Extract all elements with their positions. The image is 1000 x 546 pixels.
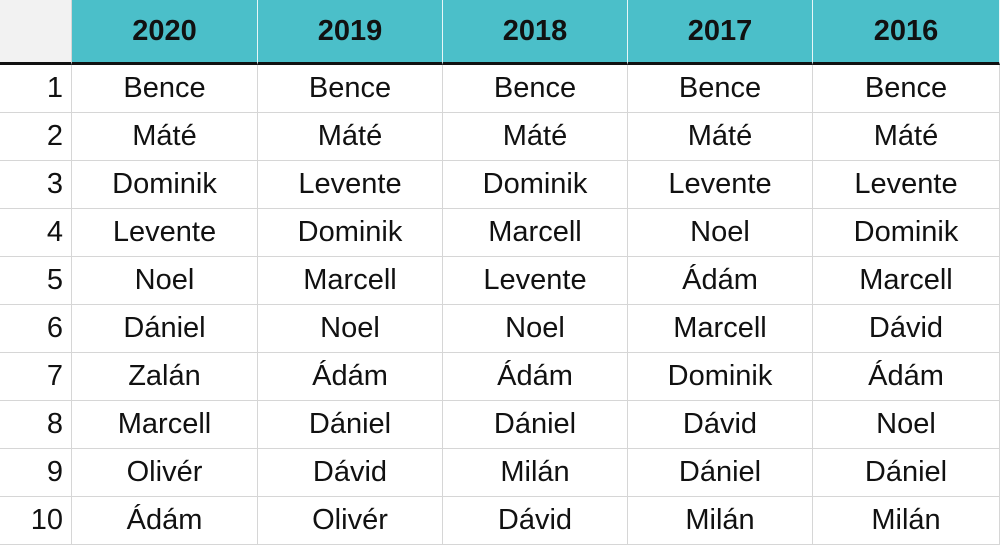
column-header: 2019 (258, 0, 443, 65)
name-cell: Levente (813, 161, 1000, 209)
name-cell: Bence (258, 65, 443, 113)
name-cell: Bence (813, 65, 1000, 113)
row-number: 4 (0, 209, 72, 257)
row-number: 2 (0, 113, 72, 161)
row-number: 7 (0, 353, 72, 401)
name-cell: Levente (258, 161, 443, 209)
name-cell: Dávid (813, 305, 1000, 353)
name-cell: Noel (628, 209, 813, 257)
name-cell: Noel (443, 305, 628, 353)
name-cell: Dávid (628, 401, 813, 449)
name-cell: Ádám (258, 353, 443, 401)
name-cell: Dominik (258, 209, 443, 257)
name-cell: Bence (72, 65, 258, 113)
name-cell: Máté (72, 113, 258, 161)
row-number: 8 (0, 401, 72, 449)
name-cell: Bence (628, 65, 813, 113)
name-cell: Milán (443, 449, 628, 497)
name-cell: Ádám (813, 353, 1000, 401)
name-cell: Milán (813, 497, 1000, 545)
name-cell: Máté (628, 113, 813, 161)
name-cell: Dominik (628, 353, 813, 401)
name-cell: Olivér (258, 497, 443, 545)
name-cell: Dániel (443, 401, 628, 449)
name-cell: Levente (443, 257, 628, 305)
name-cell: Olivér (72, 449, 258, 497)
name-cell: Milán (628, 497, 813, 545)
name-cell: Levente (628, 161, 813, 209)
column-header: 2017 (628, 0, 813, 65)
name-cell: Máté (258, 113, 443, 161)
name-cell: Noel (72, 257, 258, 305)
row-number: 10 (0, 497, 72, 545)
name-cell: Marcell (72, 401, 258, 449)
name-cell: Marcell (628, 305, 813, 353)
name-cell: Dominik (443, 161, 628, 209)
column-header: 2018 (443, 0, 628, 65)
name-cell: Marcell (258, 257, 443, 305)
name-cell: Noel (258, 305, 443, 353)
name-cell: Ádám (443, 353, 628, 401)
name-cell: Levente (72, 209, 258, 257)
name-cell: Zalán (72, 353, 258, 401)
name-cell: Dávid (258, 449, 443, 497)
name-cell: Dániel (628, 449, 813, 497)
corner-cell (0, 0, 72, 65)
name-cell: Dániel (72, 305, 258, 353)
name-cell: Dominik (813, 209, 1000, 257)
column-header: 2016 (813, 0, 1000, 65)
row-number: 3 (0, 161, 72, 209)
name-cell: Bence (443, 65, 628, 113)
name-cell: Marcell (443, 209, 628, 257)
column-header: 2020 (72, 0, 258, 65)
row-number: 1 (0, 65, 72, 113)
name-cell: Dániel (813, 449, 1000, 497)
row-number: 6 (0, 305, 72, 353)
name-cell: Máté (813, 113, 1000, 161)
name-cell: Dániel (258, 401, 443, 449)
row-number: 5 (0, 257, 72, 305)
name-cell: Dávid (443, 497, 628, 545)
name-cell: Marcell (813, 257, 1000, 305)
name-cell: Dominik (72, 161, 258, 209)
name-cell: Ádám (72, 497, 258, 545)
row-number: 9 (0, 449, 72, 497)
name-cell: Noel (813, 401, 1000, 449)
name-cell: Ádám (628, 257, 813, 305)
name-cell: Máté (443, 113, 628, 161)
